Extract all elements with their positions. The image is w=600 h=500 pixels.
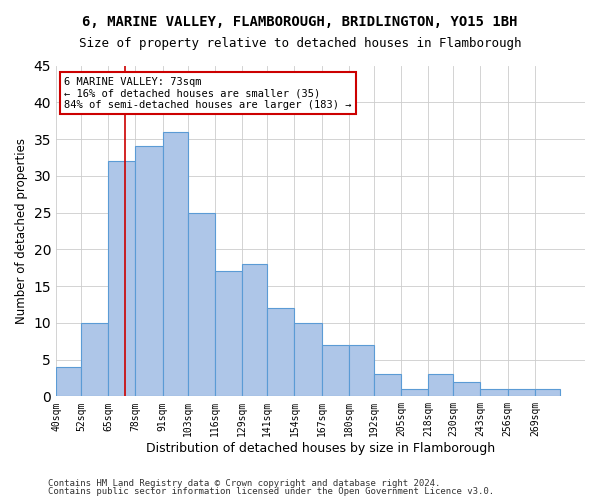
Bar: [242, 264, 267, 396]
Text: Contains HM Land Registry data © Crown copyright and database right 2024.: Contains HM Land Registry data © Crown c…: [48, 478, 440, 488]
Bar: [267, 308, 295, 396]
Text: 6 MARINE VALLEY: 73sqm
← 16% of detached houses are smaller (35)
84% of semi-det: 6 MARINE VALLEY: 73sqm ← 16% of detached…: [64, 76, 352, 110]
Bar: [188, 212, 215, 396]
Bar: [81, 323, 109, 396]
Bar: [109, 161, 136, 396]
Bar: [215, 272, 242, 396]
Bar: [136, 146, 163, 396]
Bar: [401, 389, 428, 396]
Bar: [453, 382, 481, 396]
Bar: [535, 389, 560, 396]
Bar: [481, 389, 508, 396]
Bar: [56, 367, 81, 396]
Bar: [322, 345, 349, 397]
Y-axis label: Number of detached properties: Number of detached properties: [15, 138, 28, 324]
Bar: [428, 374, 453, 396]
Bar: [349, 345, 374, 397]
Text: Size of property relative to detached houses in Flamborough: Size of property relative to detached ho…: [79, 38, 521, 51]
Text: 6, MARINE VALLEY, FLAMBOROUGH, BRIDLINGTON, YO15 1BH: 6, MARINE VALLEY, FLAMBOROUGH, BRIDLINGT…: [82, 15, 518, 29]
Bar: [508, 389, 535, 396]
Bar: [374, 374, 401, 396]
Bar: [163, 132, 188, 396]
Bar: [295, 323, 322, 396]
X-axis label: Distribution of detached houses by size in Flamborough: Distribution of detached houses by size …: [146, 442, 495, 455]
Text: Contains public sector information licensed under the Open Government Licence v3: Contains public sector information licen…: [48, 487, 494, 496]
